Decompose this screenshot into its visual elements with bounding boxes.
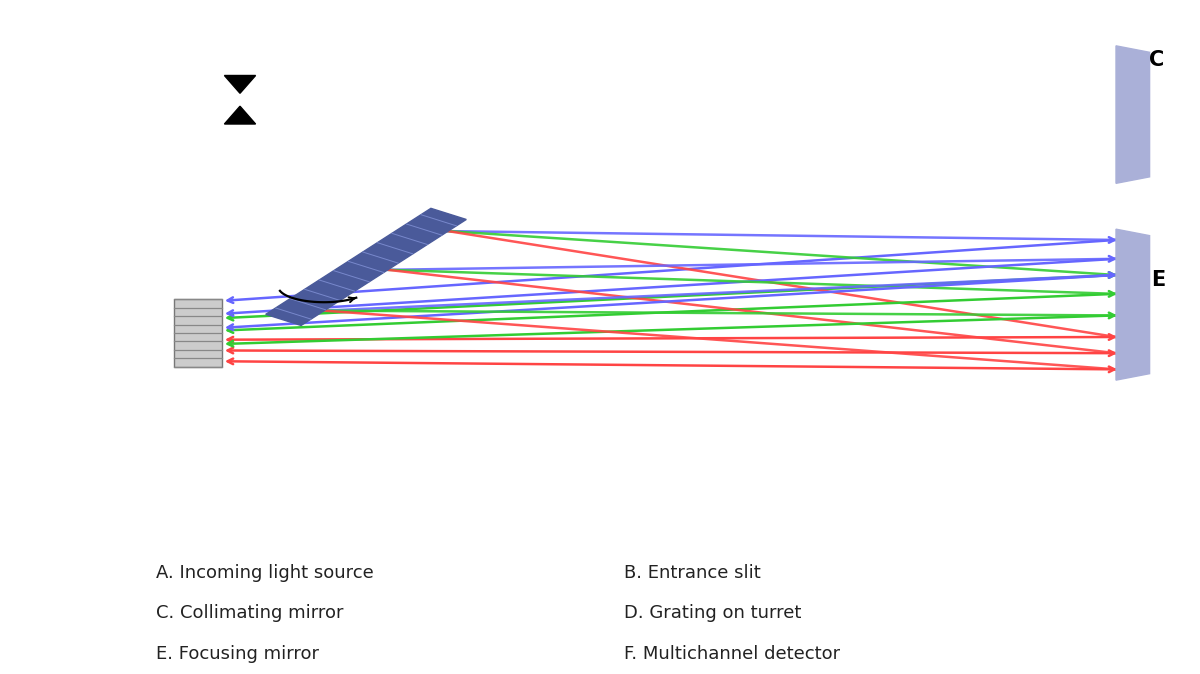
Text: E. Focusing mirror: E. Focusing mirror: [156, 645, 319, 663]
Polygon shape: [1116, 46, 1150, 183]
Polygon shape: [224, 75, 256, 93]
Text: F: F: [122, 305, 137, 326]
Text: F. Multichannel detector: F. Multichannel detector: [624, 645, 840, 663]
Text: C. Collimating mirror: C. Collimating mirror: [156, 605, 343, 622]
Text: C: C: [1150, 51, 1164, 70]
Text: D: D: [307, 257, 324, 277]
Polygon shape: [1116, 229, 1150, 380]
Text: E: E: [1151, 270, 1165, 290]
Text: D. Grating on turret: D. Grating on turret: [624, 605, 802, 622]
Text: A. Incoming light source: A. Incoming light source: [156, 564, 373, 582]
Polygon shape: [265, 208, 467, 326]
Bar: [174, 299, 222, 367]
Text: A: A: [30, 125, 47, 145]
Polygon shape: [224, 106, 256, 124]
Text: B: B: [228, 11, 245, 32]
Text: B. Entrance slit: B. Entrance slit: [624, 564, 761, 582]
